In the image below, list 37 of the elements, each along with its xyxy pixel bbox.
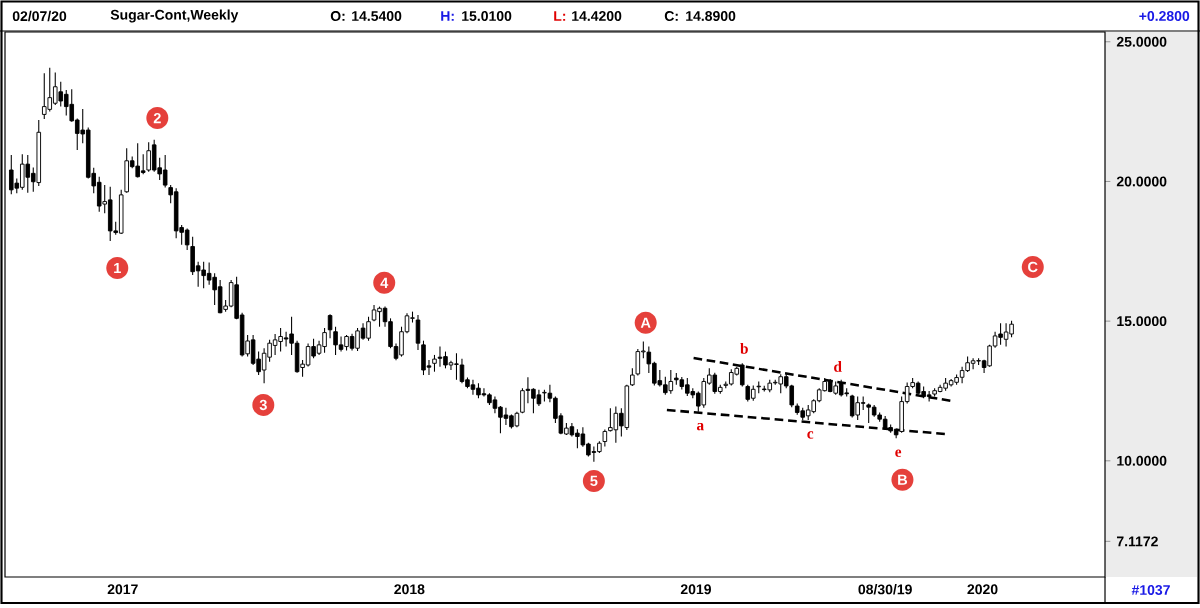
annotation: c — [807, 431, 814, 439]
annotation: b — [740, 342, 748, 354]
text: 14.4200 — [572, 11, 622, 21]
text: C: — [664, 11, 678, 21]
y-tick-label: 20.0000 — [1116, 176, 1167, 187]
text: #1037 — [1131, 585, 1170, 595]
annotation: 2 — [153, 112, 161, 124]
annotation: 1 — [114, 263, 121, 274]
annotation: A — [640, 317, 651, 328]
x-tick-label: 2017 — [107, 584, 138, 595]
annotation: C — [1028, 261, 1038, 273]
text: 14.8900 — [686, 11, 736, 21]
x-tick-label: 2018 — [394, 584, 425, 595]
annotation: a — [696, 422, 704, 431]
x-tick-label: 08/30/19 — [858, 584, 912, 595]
y-tick-label: 15.0000 — [1117, 316, 1167, 327]
text: +0.2800 — [1139, 11, 1190, 21]
chart-title: Sugar-Cont,Weekly — [110, 9, 239, 23]
annotation: B — [898, 474, 908, 485]
text: 14.5400 — [352, 11, 402, 21]
x-tick-label: 2019 — [680, 584, 711, 595]
annotation: 4 — [380, 277, 389, 288]
annotation: d — [834, 361, 842, 372]
y-tick-label: 25.0000 — [1116, 36, 1167, 47]
annotation: e — [895, 449, 902, 457]
text: 02/07/20 — [12, 10, 67, 22]
text: 15.0100 — [462, 11, 512, 21]
candlestick — [327, 313, 333, 339]
y-tick-label: 10.0000 — [1117, 455, 1167, 466]
text: O: — [330, 11, 345, 21]
candlestick — [415, 314, 421, 351]
y-tick-label: 7.1172 — [1116, 536, 1158, 547]
text: L: — [554, 11, 566, 21]
x-tick-label: 2020 — [967, 584, 998, 595]
text: H: — [441, 11, 454, 21]
annotation: 5 — [590, 475, 598, 487]
annotation: 3 — [259, 399, 267, 411]
